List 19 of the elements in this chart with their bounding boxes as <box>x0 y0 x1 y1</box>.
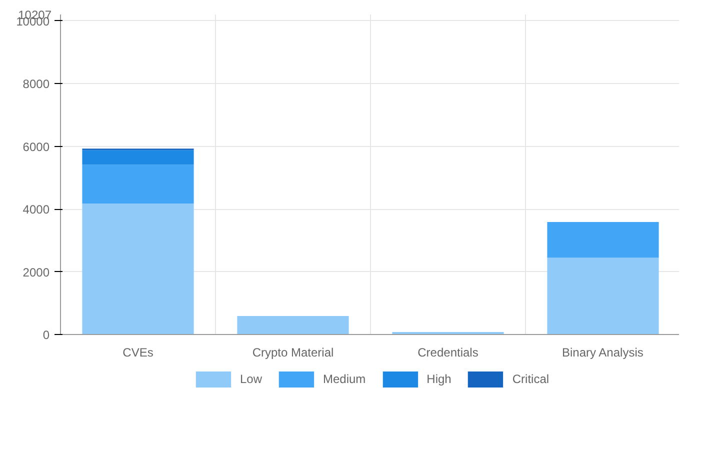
bar <box>547 258 659 334</box>
x-tick-label: Crypto Material <box>252 346 334 360</box>
y-tick-label: 8000 <box>22 77 50 92</box>
bar <box>82 164 194 204</box>
y-tick-label: 4000 <box>22 202 50 217</box>
y-tick-label: 0 <box>42 328 50 342</box>
bar <box>547 222 659 258</box>
bar <box>82 150 194 165</box>
legend-label: High <box>426 372 452 386</box>
legend-label: Critical <box>512 372 550 386</box>
y-tick-label: 6000 <box>22 140 50 154</box>
y-tick-label: 2000 <box>22 265 50 280</box>
legend-label: Medium <box>322 372 366 386</box>
bar <box>237 316 349 334</box>
legend-label: Low <box>240 372 262 386</box>
bar <box>82 203 194 334</box>
x-tick-label: Binary Analysis <box>562 346 644 360</box>
x-tick-label: CVEs <box>122 346 154 360</box>
x-tick-label: Credentials <box>418 346 478 360</box>
